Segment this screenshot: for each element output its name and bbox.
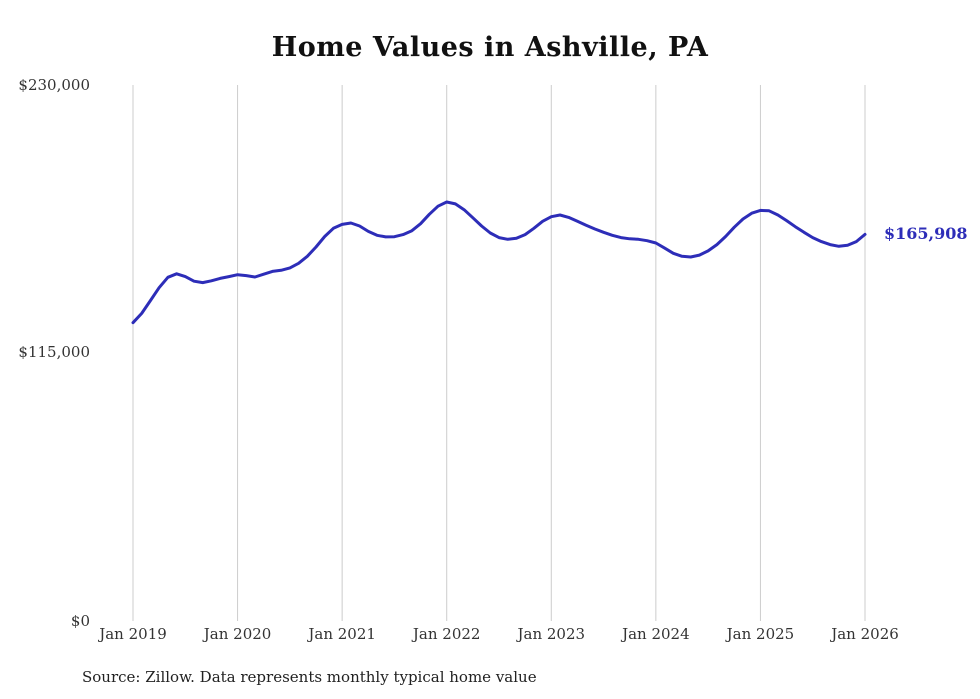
x-axis-label: Jan 2023 bbox=[517, 625, 586, 643]
x-axis-label: Jan 2025 bbox=[726, 625, 795, 643]
x-axis-label: Jan 2019 bbox=[99, 625, 167, 643]
x-axis-label: Jan 2024 bbox=[622, 625, 690, 643]
source-note: Source: Zillow. Data represents monthly … bbox=[82, 668, 537, 686]
x-axis-label: Jan 2026 bbox=[831, 625, 899, 643]
x-axis-label: Jan 2021 bbox=[308, 625, 376, 643]
chart-title: Home Values in Ashville, PA bbox=[271, 32, 709, 63]
value-line bbox=[131, 200, 867, 325]
y-tick-115000: $115,000 bbox=[18, 343, 90, 361]
x-axis-label: Jan 2020 bbox=[203, 625, 272, 643]
latest-value-label: $165,908 bbox=[884, 224, 968, 244]
y-tick-0: $0 bbox=[70, 612, 90, 630]
gridlines bbox=[132, 85, 866, 621]
x-axis-label: Jan 2022 bbox=[412, 625, 481, 643]
y-tick-230000: $230,000 bbox=[18, 76, 90, 94]
